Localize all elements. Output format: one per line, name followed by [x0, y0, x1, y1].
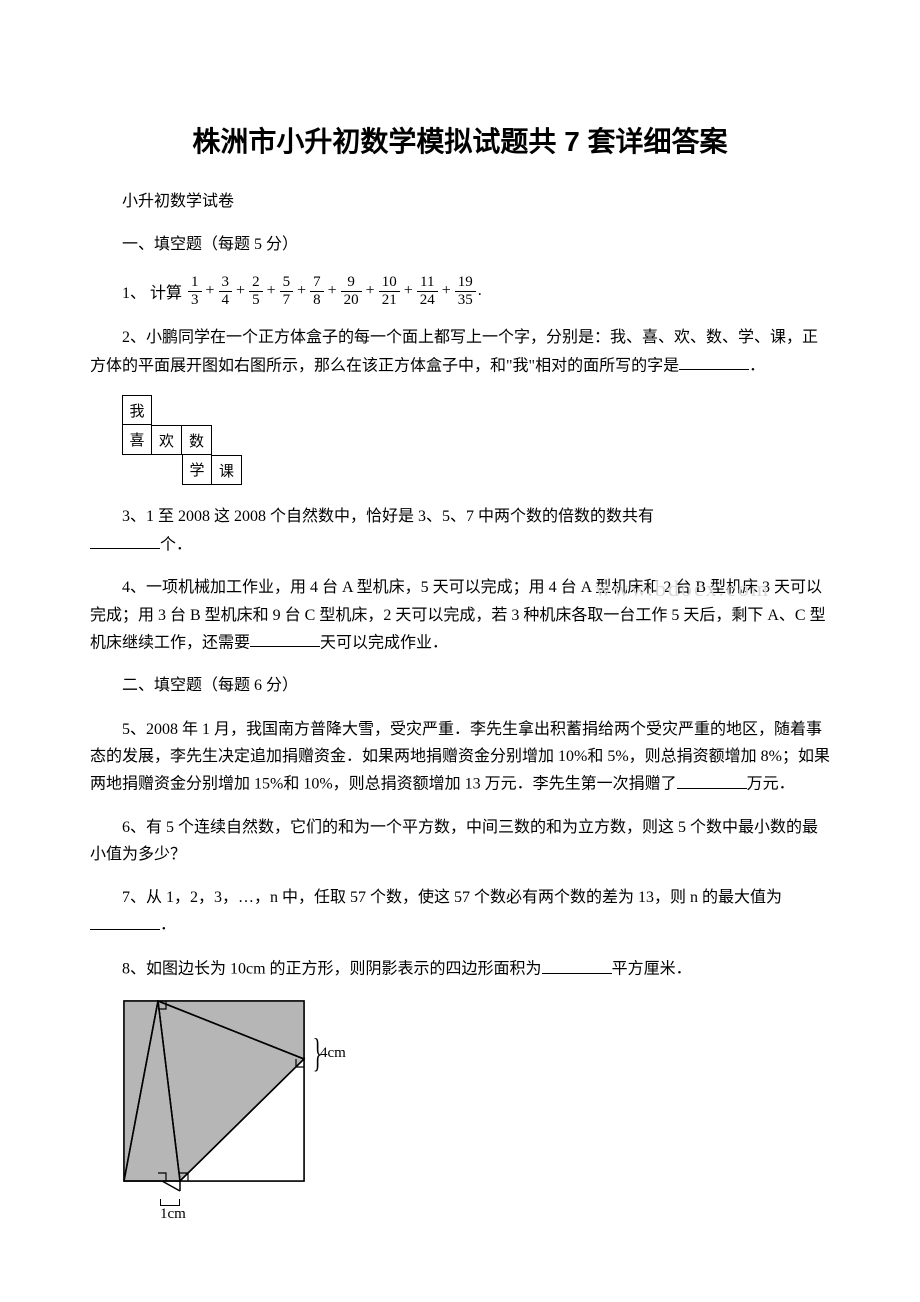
label-4cm: 4cm [320, 1045, 346, 1062]
answer-blank [90, 911, 160, 930]
geometry-figure: } 4cm 1cm [122, 999, 830, 1223]
fraction: 78 [310, 274, 324, 308]
net-spacer [152, 455, 182, 485]
net-cell: 学 [182, 455, 212, 485]
page-title: 株洲市小升初数学模拟试题共 7 套详细答案 [90, 120, 830, 160]
q1-tail: . [478, 282, 482, 300]
question-8: 8、如图边长为 10cm 的正方形，则阴影表示的四边形面积为 平方厘米． [90, 955, 830, 983]
question-4: 4、一项机械加工作业，用 4 台 A 型机床，5 天可以完成；用 4 台 A 型… [90, 574, 830, 656]
tick-1cm [160, 1199, 180, 1206]
net-cell: 喜 [122, 425, 152, 455]
fraction: 1935 [455, 274, 476, 308]
q3-text: 3、1 至 2008 这 2008 个自然数中，恰好是 3、5、7 中两个数的倍… [122, 508, 654, 525]
net-cell: 我 [122, 395, 152, 425]
answer-blank [250, 629, 320, 648]
net-cell: 数 [182, 425, 212, 455]
answer-blank [677, 770, 747, 789]
subheading: 小升初数学试卷 [90, 188, 830, 215]
question-5: 5、2008 年 1 月，我国南方普降大雪，受灾严重．李先生拿出积蓄捐给两个受灾… [90, 716, 830, 798]
net-spacer [122, 455, 152, 485]
net-cell: 欢 [152, 425, 182, 455]
q5-tail: 万元． [747, 776, 795, 793]
q3-tail: 个． [160, 536, 192, 553]
q4-text: 4、一项机械加工作业，用 4 台 A 型机床，5 天可以完成；用 4 台 A 型… [90, 579, 826, 651]
question-2: 2、小鹏同学在一个正方体盒子的每一个面上都写上一个字，分别是：我、喜、欢、数、学… [90, 324, 830, 379]
geometry-svg [122, 999, 362, 1194]
fraction: 920 [341, 274, 362, 308]
fraction: 1124 [417, 274, 438, 308]
question-7: 7、从 1，2，3，…，n 中，任取 57 个数，使这 57 个数必有两个数的差… [90, 884, 830, 939]
section-1-heading: 一、填空题（每题 5 分） [90, 231, 830, 258]
answer-blank [542, 955, 612, 974]
answer-blank [90, 531, 160, 550]
q7-text: 7、从 1，2，3，…，n 中，任取 57 个数，使这 57 个数必有两个数的差… [122, 889, 782, 906]
cube-net-diagram: 我 喜 欢 数 学 课 [122, 395, 830, 485]
q1-lead: 1、 计算 [122, 279, 182, 303]
question-1: 1、 计算 13+34+25+57+78+920+1021+1124+1935 … [90, 274, 830, 308]
net-cell: 课 [212, 455, 242, 485]
fraction: 25 [249, 274, 263, 308]
q2-tail: ． [749, 357, 765, 374]
answer-blank [679, 352, 749, 371]
q7-tail: ． [160, 917, 176, 934]
fraction: 57 [280, 274, 294, 308]
question-6: 6、有 5 个连续自然数，它们的和为一个平方数，中间三数的和为立方数，则这 5 … [90, 814, 830, 868]
question-3: 3、1 至 2008 这 2008 个自然数中，恰好是 3、5、7 中两个数的倍… [90, 503, 830, 558]
fraction: 1021 [379, 274, 400, 308]
q4-tail: 天可以完成作业． [320, 634, 448, 651]
label-1cm: 1cm [160, 1206, 186, 1222]
section-2-heading: 二、填空题（每题 6 分） [90, 672, 830, 699]
q8-text: 8、如图边长为 10cm 的正方形，则阴影表示的四边形面积为 [122, 961, 542, 978]
fraction: 13 [188, 274, 202, 308]
fraction: 34 [219, 274, 233, 308]
q8-tail: 平方厘米． [612, 961, 692, 978]
